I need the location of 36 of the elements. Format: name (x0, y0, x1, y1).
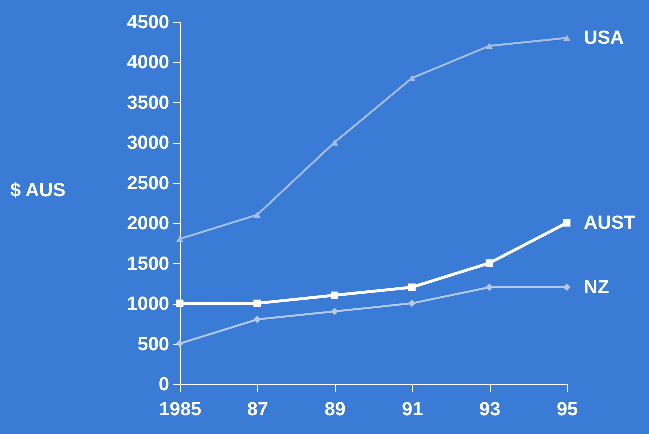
point (254, 212, 262, 218)
point (408, 284, 416, 292)
point (486, 42, 494, 50)
y-tick-label: 2500 (127, 173, 170, 194)
point (331, 308, 339, 316)
point (486, 284, 494, 292)
point (563, 284, 571, 292)
series-label: NZ (584, 277, 610, 298)
point (486, 260, 494, 268)
point (331, 139, 339, 146)
y-axis-title: $ AUS (10, 180, 66, 202)
y-tick-label: 500 (138, 334, 170, 356)
y-tick-label: 2000 (127, 214, 170, 235)
x-tick-label: 93 (480, 400, 501, 420)
y-tick-label: 0 (158, 374, 170, 396)
point (408, 300, 416, 308)
y-tick-label: 1000 (127, 294, 170, 316)
x-tick-label: 1985 (159, 400, 202, 420)
x-tick-label: 87 (247, 400, 268, 420)
y-tick-label: 4500 (127, 12, 170, 34)
y-tick-label: 4000 (127, 52, 170, 74)
point (331, 292, 339, 300)
point (176, 300, 184, 308)
point (254, 300, 262, 308)
point (254, 316, 262, 324)
point (176, 236, 184, 242)
point (563, 34, 571, 42)
y-tick-label: 3500 (127, 92, 170, 114)
x-tick-label: 95 (556, 400, 578, 420)
x-tick-label: 89 (324, 400, 346, 420)
x-tick-label: 91 (402, 400, 424, 420)
series-label: AUST (584, 213, 636, 234)
point (563, 219, 571, 227)
y-tick-label: 1500 (127, 254, 170, 275)
y-tick-label: 3000 (127, 133, 170, 154)
series-label: USA (584, 28, 624, 50)
